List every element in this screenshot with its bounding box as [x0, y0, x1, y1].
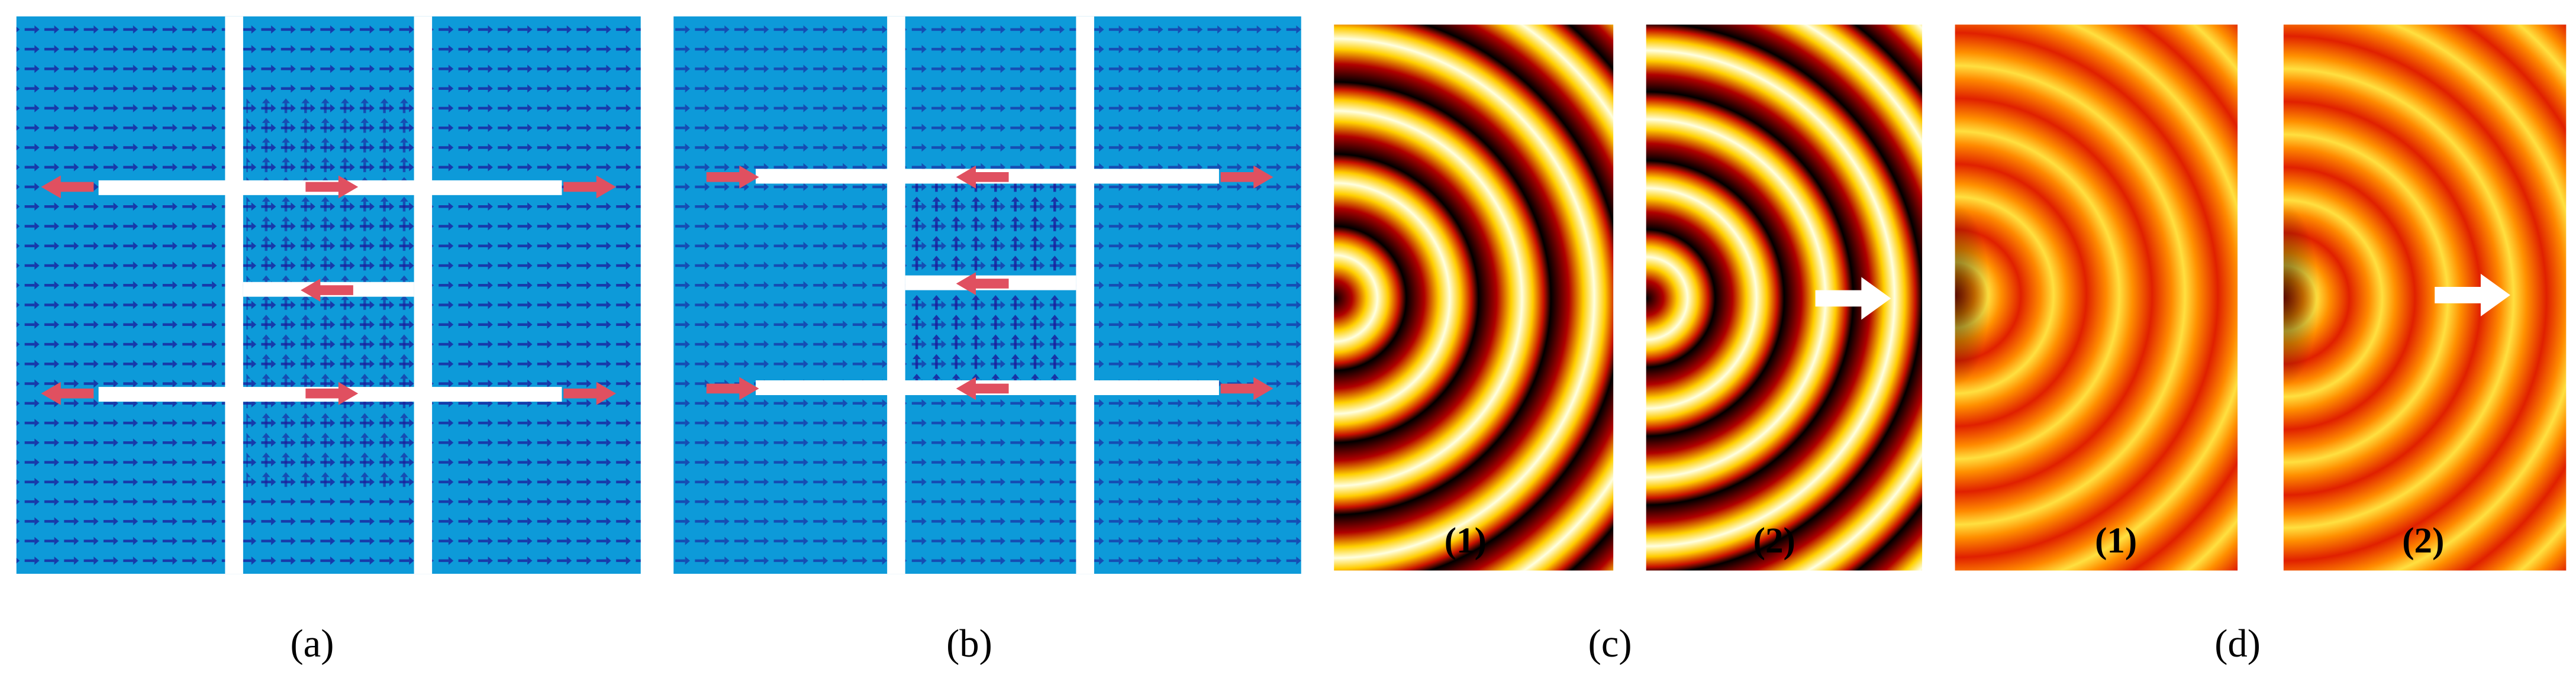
panel-c: (1) (2)	[1334, 24, 1923, 571]
subpanel-label: (1)	[1445, 521, 1487, 561]
subpanel-label: (2)	[2402, 521, 2444, 561]
subpanel-label: (1)	[2095, 521, 2137, 561]
panel-caption: (b)	[946, 622, 992, 665]
panel-a	[16, 16, 641, 574]
direction-arrow	[2435, 273, 2510, 316]
panel-caption: (a)	[290, 622, 334, 665]
panel-caption: (c)	[1588, 622, 1632, 665]
wave-field	[1334, 24, 1614, 571]
panel-d: (1) (2)	[1955, 24, 2567, 571]
wave-core	[1955, 164, 2054, 426]
subpanel-label: (2)	[1753, 521, 1795, 561]
direction-arrow	[1815, 277, 1891, 320]
wave-core	[2283, 164, 2382, 426]
panel-b	[673, 16, 1301, 574]
panel-caption: (d)	[2214, 622, 2261, 665]
